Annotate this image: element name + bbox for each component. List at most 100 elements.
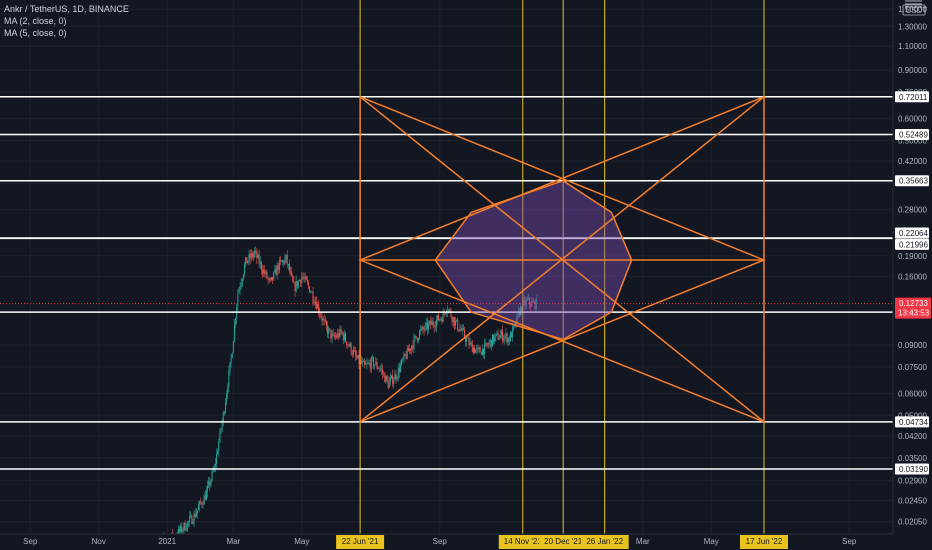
candle-body — [222, 412, 224, 422]
candle-body — [294, 283, 296, 292]
candle — [217, 448, 219, 455]
candle — [391, 374, 393, 380]
candle-body — [250, 253, 252, 259]
candle — [506, 332, 508, 346]
candle-body — [219, 430, 221, 442]
candle — [238, 286, 240, 294]
candle-body — [485, 343, 487, 344]
candle — [345, 331, 347, 343]
date-label: 20 Dec '21 — [544, 537, 583, 546]
candle — [489, 338, 491, 349]
date-label-box — [336, 535, 385, 549]
candle — [403, 351, 405, 363]
candle-body — [318, 304, 320, 313]
candle-body — [471, 343, 473, 353]
price-tick-label: 0.02450 — [898, 496, 927, 505]
candle-body — [345, 333, 347, 342]
candle-body — [201, 502, 203, 505]
candle — [283, 259, 285, 268]
candle — [504, 333, 506, 345]
date-label-box — [580, 535, 629, 549]
candle — [448, 308, 450, 315]
candle-body — [272, 277, 274, 280]
level-label: 0.04734 — [899, 418, 928, 427]
price-tick-label: 1.50000 — [898, 5, 927, 14]
candle — [404, 353, 406, 357]
legend-ma-2[interactable]: MA (2, close, 0) — [4, 16, 67, 26]
candle — [388, 376, 390, 388]
candle-body — [341, 331, 343, 334]
candle — [441, 316, 443, 325]
candle-body — [235, 318, 237, 325]
candle — [263, 265, 265, 277]
candle-body — [433, 324, 435, 328]
candle — [496, 330, 498, 336]
candle-body — [470, 342, 472, 344]
candle — [400, 360, 402, 373]
candle-body — [513, 325, 515, 328]
candle — [422, 324, 424, 334]
candle-body — [192, 522, 194, 524]
candle — [461, 324, 463, 336]
candle-body — [459, 329, 461, 331]
candle-body — [502, 330, 504, 341]
candle — [456, 319, 458, 323]
candle-body — [452, 317, 454, 323]
candle-body — [499, 334, 501, 339]
candle — [412, 340, 414, 353]
candle-body — [296, 280, 298, 287]
candle-body — [268, 278, 270, 280]
currency-badge[interactable]: USDT — [906, 6, 928, 15]
candle — [292, 274, 294, 283]
candle — [439, 318, 441, 323]
legend-symbol[interactable]: Ankr / TetherUS, 1D, BINANCE — [4, 4, 129, 14]
legend-ma-5[interactable]: MA (5, close, 0) — [4, 28, 67, 38]
candle — [297, 279, 299, 289]
candle-body — [351, 353, 353, 355]
candle-body — [518, 310, 520, 315]
candle — [481, 344, 483, 356]
candle-body — [407, 347, 409, 352]
candle-body — [291, 271, 293, 276]
candle — [373, 356, 375, 370]
candle — [425, 318, 427, 331]
candle — [250, 249, 252, 262]
candle-body — [450, 310, 452, 317]
candle-body — [343, 333, 345, 341]
candle-body — [495, 333, 497, 337]
candle-body — [322, 318, 324, 321]
price-tick-label: 0.07500 — [898, 363, 927, 372]
candle — [228, 365, 230, 393]
candle-body — [449, 309, 451, 311]
candle — [430, 316, 432, 330]
candle-body — [350, 343, 352, 354]
candle — [311, 290, 313, 293]
candle — [184, 520, 186, 532]
candle — [406, 344, 408, 360]
candle — [275, 265, 277, 276]
candle-body — [432, 321, 434, 325]
candle — [383, 370, 385, 378]
candle-body — [472, 347, 474, 353]
hamburger-icon[interactable] — [905, 0, 922, 8]
candle-body — [184, 522, 186, 531]
candle-body — [387, 379, 389, 388]
candle — [524, 296, 526, 310]
candle-body — [224, 402, 226, 413]
candle — [530, 301, 532, 312]
candle — [459, 323, 461, 332]
candle — [246, 257, 248, 264]
time-tick-label: 2021 — [158, 537, 176, 546]
candle — [257, 252, 259, 259]
candle-body — [469, 342, 471, 346]
price-tick-label: 0.50000 — [898, 136, 927, 145]
candle-body — [253, 254, 255, 257]
candle-body — [419, 330, 421, 339]
candle-body — [288, 264, 290, 272]
candle-body — [275, 268, 277, 276]
candle — [480, 351, 482, 355]
candle-body — [346, 341, 348, 346]
price-tick-label: 1.10000 — [898, 42, 927, 51]
candle-body — [232, 341, 234, 354]
